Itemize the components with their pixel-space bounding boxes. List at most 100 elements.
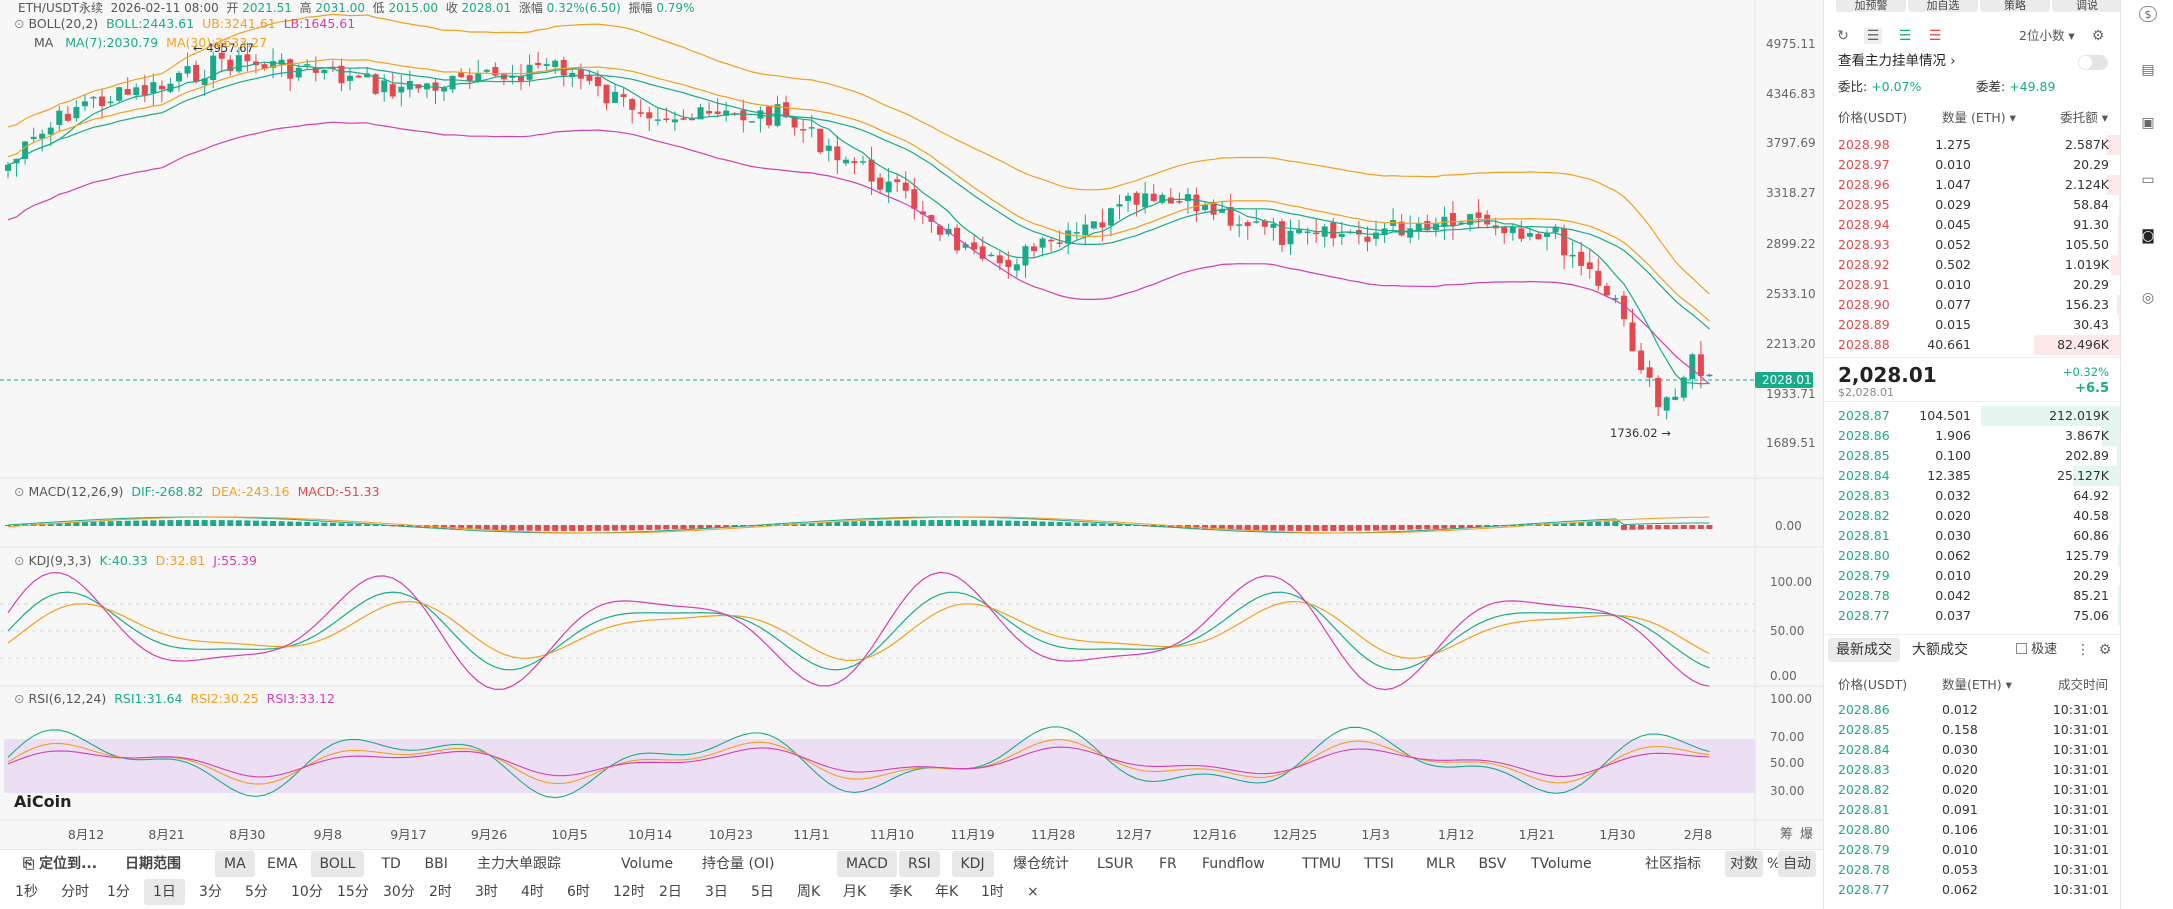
precision-select[interactable]: 2位小数 ▾ (2019, 28, 2075, 43)
locate-button[interactable]: ⎘ 定位到... (23, 856, 98, 872)
robot-icon[interactable]: ◙ (2141, 228, 2155, 244)
dollar-icon[interactable]: $ (2139, 6, 2157, 22)
bid-row[interactable]: 2028.77 0.037 75.06 (1824, 606, 2121, 626)
ask-row[interactable]: 2028.98 1.275 2.587K (1824, 135, 2121, 155)
bid-row[interactable]: 2028.82 0.020 40.58 (1824, 506, 2121, 526)
bid-row[interactable]: 2028.78 0.042 85.21 (1824, 586, 2121, 606)
indicator-16[interactable]: TTSI (1364, 856, 1394, 872)
main-orders-toggle[interactable] (2078, 55, 2108, 70)
ask-row[interactable]: 2028.96 1.047 2.124K (1824, 175, 2121, 195)
interval-19[interactable]: 季K (889, 884, 913, 900)
indicator-1[interactable]: EMA (267, 856, 298, 872)
interval-1[interactable]: 分时 (61, 884, 89, 900)
indicator-5[interactable]: 主力大单跟踪 (477, 856, 561, 872)
ask-row[interactable]: 2028.92 0.502 1.019K (1824, 255, 2121, 275)
indicator-15[interactable]: TTMU (1302, 856, 1342, 872)
settings-icon[interactable]: ⚙ (2091, 28, 2105, 44)
interval-15[interactable]: 3日 (705, 884, 728, 900)
panel-button-3[interactable]: 调说 (2052, 0, 2122, 12)
tab-big-trades[interactable]: 大额成交 (1912, 642, 1968, 658)
indicator-19[interactable]: TVolume (1531, 856, 1592, 872)
asks-only-icon[interactable]: ☰ (1928, 28, 1942, 44)
interval-0[interactable]: 1秒 (15, 884, 38, 900)
bid-row[interactable]: 2028.87 104.501 212.019K (1824, 406, 2121, 426)
collapse-icon[interactable]: ⊙ (14, 16, 25, 31)
collapse-icon[interactable]: ⊙ (14, 484, 25, 499)
collapse-icon[interactable]: ⊙ (14, 553, 25, 568)
ask-row[interactable]: 2028.94 0.045 91.30 (1824, 215, 2121, 235)
auto-button[interactable]: 自动 (1778, 851, 1816, 877)
bid-row[interactable]: 2028.81 0.030 60.86 (1824, 526, 2121, 546)
ask-row[interactable]: 2028.88 40.661 82.496K (1824, 335, 2121, 355)
ask-row[interactable]: 2028.91 0.010 20.29 (1824, 275, 2121, 295)
indicator-0[interactable]: MA (215, 851, 255, 877)
date-range-button[interactable]: 日期范围 (125, 856, 181, 872)
bid-row[interactable]: 2028.79 0.010 20.29 (1824, 566, 2121, 586)
ask-row[interactable]: 2028.97 0.010 20.29 (1824, 155, 2121, 175)
tab-latest-trades[interactable]: 最新成交 (1828, 638, 1900, 662)
indicator-17[interactable]: MLR (1426, 856, 1456, 872)
fast-checkbox[interactable]: 极速 (2016, 643, 2057, 656)
panel-button-1[interactable]: 加自选 (1908, 0, 1978, 12)
ma-legend[interactable]: MA MA(7):2030.79 MA(30):2633.27 (34, 35, 268, 50)
interval-8[interactable]: 30分 (383, 884, 415, 900)
bid-row[interactable]: 2028.83 0.032 64.92 (1824, 486, 2121, 506)
interval-16[interactable]: 5日 (751, 884, 774, 900)
interval-9[interactable]: 2时 (429, 884, 452, 900)
collapse-icon[interactable]: ⊙ (14, 691, 25, 706)
indicator-9[interactable]: RSI (899, 851, 940, 877)
indicator-6[interactable]: Volume (621, 856, 674, 872)
ask-row[interactable]: 2028.95 0.029 58.84 (1824, 195, 2121, 215)
liquidation-button[interactable]: 爆 (1800, 827, 1814, 842)
kdj-legend[interactable]: ⊙ KDJ(9,3,3) K:40.33 D:32.81 J:55.39 (14, 553, 257, 568)
indicator-7[interactable]: 持仓量 (OI) (702, 856, 775, 872)
log-button[interactable]: 对数 (1725, 851, 1763, 877)
interval-18[interactable]: 月K (843, 884, 867, 900)
bid-row[interactable]: 2028.86 1.906 3.867K (1824, 426, 2121, 446)
col-total[interactable]: 委托额 ▾ (2060, 110, 2108, 125)
interval-20[interactable]: 年K (935, 884, 959, 900)
indicator-11[interactable]: 爆仓统计 (1013, 856, 1069, 872)
bid-row[interactable]: 2028.84 12.385 25.127K (1824, 466, 2121, 486)
percent-button[interactable]: % (1767, 856, 1781, 872)
bids-only-icon[interactable]: ☰ (1898, 28, 1912, 44)
interval-12[interactable]: 6时 (567, 884, 590, 900)
interval-10[interactable]: 3时 (475, 884, 498, 900)
interval-3[interactable]: 1日 (144, 879, 185, 905)
filter-icon[interactable]: ⋮ (2076, 642, 2090, 658)
interval-14[interactable]: 2日 (659, 884, 682, 900)
indicator-13[interactable]: FR (1159, 856, 1177, 872)
boll-legend[interactable]: ⊙ BOLL(20,2) BOLL:2443.61 UB:3241.61 LB:… (14, 16, 356, 31)
interval-5[interactable]: 5分 (245, 884, 268, 900)
both-sides-icon[interactable]: ☰ (1864, 28, 1882, 44)
indicator-8[interactable]: MACD (837, 851, 897, 877)
indicator-2[interactable]: BOLL (310, 851, 365, 877)
chart-area[interactable]: 4975.11 4346.83 3797.69 3318.27 2899.22 2533.… (0, 0, 1823, 909)
community-indicator-button[interactable]: 社区指标 (1645, 856, 1701, 872)
signal-icon[interactable]: ◎ (2141, 290, 2155, 306)
table-icon[interactable]: ▤ (2141, 62, 2155, 78)
ask-row[interactable]: 2028.93 0.052 105.50 (1824, 235, 2121, 255)
indicator-3[interactable]: TD (381, 856, 401, 872)
indicator-14[interactable]: Fundflow (1202, 856, 1265, 872)
interval-21[interactable]: 1时 (981, 884, 1004, 900)
ask-row[interactable]: 2028.89 0.015 30.43 (1824, 315, 2121, 335)
col-amount[interactable]: 数量 (ETH) ▾ (1942, 110, 2016, 125)
interval-4[interactable]: 3分 (199, 884, 222, 900)
interval-11[interactable]: 4时 (521, 884, 544, 900)
chips-button[interactable]: 筹 (1780, 827, 1794, 842)
interval-7[interactable]: 15分 (337, 884, 369, 900)
interval-17[interactable]: 周K (797, 884, 821, 900)
indicator-4[interactable]: BBI (424, 856, 448, 872)
bid-row[interactable]: 2028.80 0.062 125.79 (1824, 546, 2121, 566)
interval-6[interactable]: 10分 (291, 884, 323, 900)
trade-settings-icon[interactable]: ⚙ (2098, 642, 2112, 658)
interval-2[interactable]: 1分 (107, 884, 130, 900)
main-orders-link[interactable]: 查看主力挂单情况 › (1838, 53, 1956, 69)
panel-button-0[interactable]: 加预警 (1836, 0, 1906, 12)
refresh-icon[interactable]: ↻ (1837, 28, 1849, 44)
indicator-12[interactable]: LSUR (1097, 856, 1134, 872)
rsi-legend[interactable]: ⊙ RSI(6,12,24) RSI1:31.64 RSI2:30.25 RSI… (14, 691, 335, 706)
indicator-18[interactable]: BSV (1478, 856, 1507, 872)
close-icon[interactable]: × (1027, 884, 1039, 900)
